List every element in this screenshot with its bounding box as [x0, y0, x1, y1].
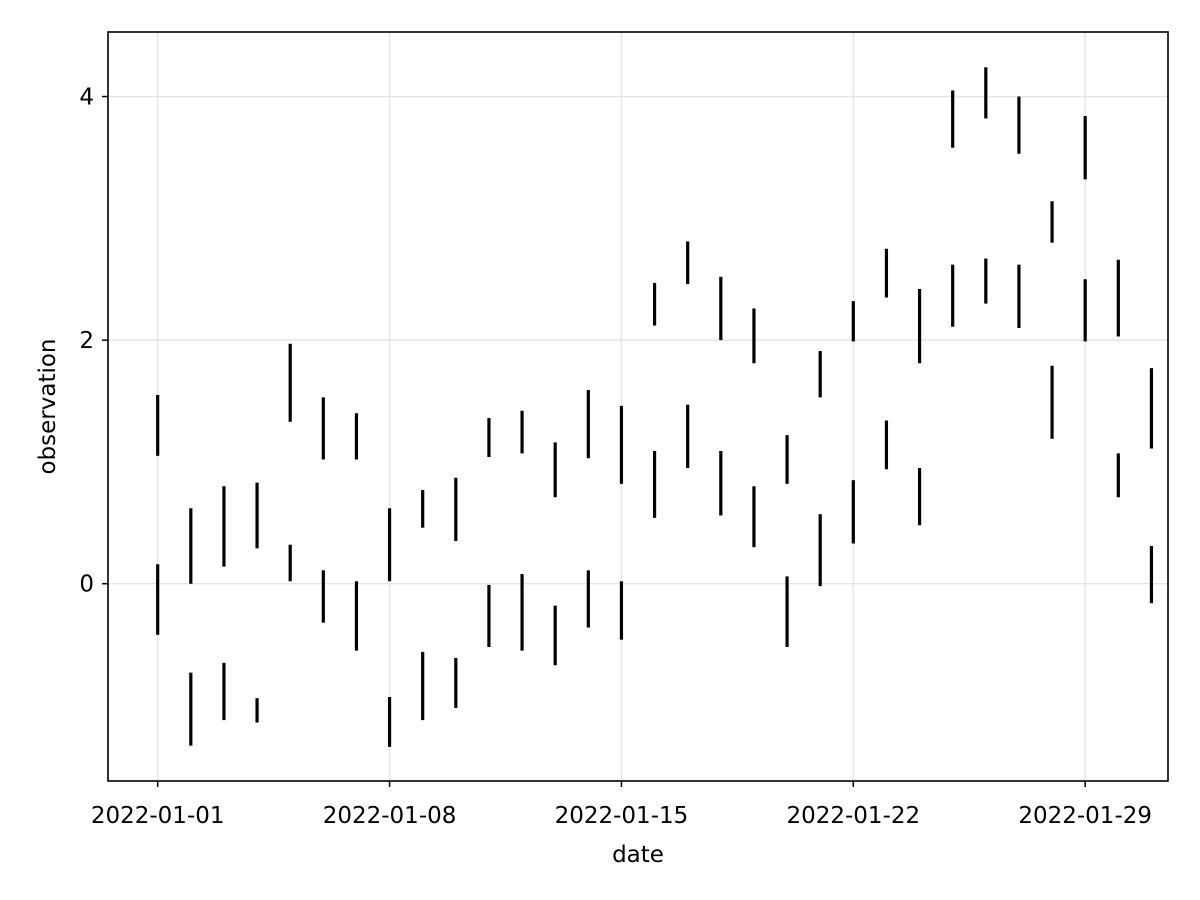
x-tick-label: 2022-01-22 — [786, 803, 920, 829]
range-bars — [156, 67, 1154, 747]
y-tick-label: 4 — [79, 85, 94, 111]
grid-lines — [108, 32, 1168, 781]
y-tick-label: 0 — [79, 572, 94, 598]
axis-ticks: 2022-01-01 2022-01-08 2022-01-15 2022-01-22… — [79, 85, 1152, 829]
x-tick-label: 2022-01-08 — [323, 803, 457, 829]
x-tick-label: 2022-01-15 — [555, 803, 689, 829]
plot-frame — [107, 31, 1169, 782]
y-axis-label: observation — [35, 338, 61, 474]
x-tick-label: 2022-01-01 — [91, 803, 225, 829]
y-tick-label: 2 — [79, 328, 94, 354]
x-axis-label: date — [612, 842, 664, 868]
x-tick-label: 2022-01-29 — [1018, 803, 1152, 829]
